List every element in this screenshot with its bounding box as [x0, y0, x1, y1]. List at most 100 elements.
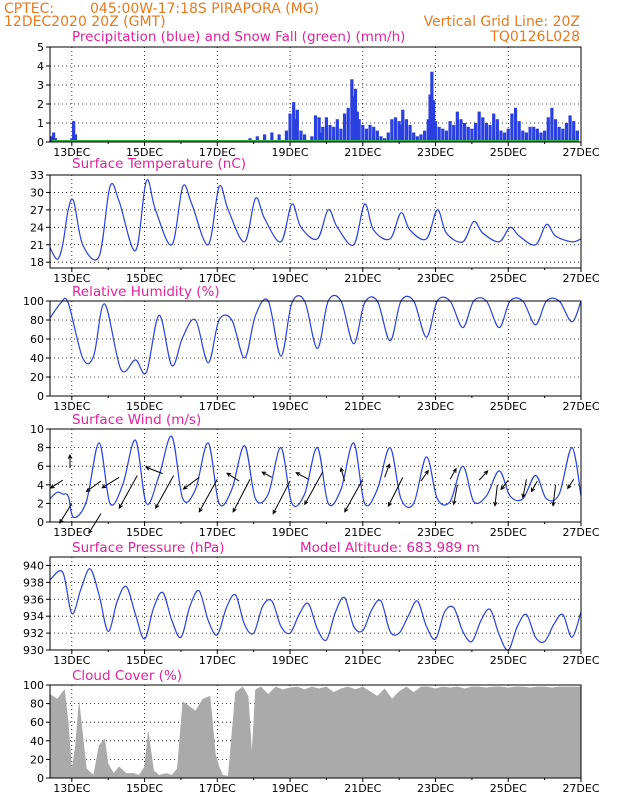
pres-panel: 930 932 934 936 938 940 13DEC 15DEC 17DEC 19DEC 21… [23, 556, 600, 667]
wind-arrow [102, 476, 120, 489]
temp-panel: 18 21 24 27 30 33 13DEC 15DEC 17DEC 19DEC 21DEC 23D… [30, 169, 600, 285]
wind-ytick-label: 4 [37, 479, 44, 492]
rh-xtick-label: 13DEC [53, 400, 90, 413]
precip-title: Precipitation (blue) and Snow Fall (gree… [72, 29, 405, 45]
precip-bar [50, 136, 54, 142]
header-vertical-grid: Vertical Grid Line: 20Z [424, 14, 580, 30]
pres-ytick-label: 938 [23, 576, 44, 589]
temp-xtick-label: 19DEC [271, 272, 308, 285]
precip-bar [463, 123, 467, 142]
precip-bar [437, 126, 441, 142]
rh-xtick-label: 27DEC [562, 400, 599, 413]
precip-bar [484, 123, 489, 142]
precip-bar [372, 126, 376, 142]
wind-arrow [183, 476, 200, 490]
wind-arrow [522, 479, 527, 498]
precip-bar [408, 124, 412, 142]
precip-bar [419, 134, 423, 142]
precip-bar [466, 126, 470, 142]
wind-xtick-label: 15DEC [126, 526, 163, 539]
wind-arrow-head [387, 501, 392, 508]
wind-arrow [232, 478, 251, 512]
precip-bar [328, 124, 332, 142]
temp-ytick-label: 30 [30, 186, 44, 199]
precip-ytick-label: 3 [37, 79, 44, 92]
precip-bar [415, 136, 419, 142]
wind-arrow-head [198, 507, 203, 513]
cloud-ytick-label: 0 [37, 772, 44, 785]
precip-bar [513, 107, 518, 142]
rh-panel: 0 20 40 60 80 100 13DEC 15DEC 17DEC 19DEC 21DEC 23D… [23, 294, 600, 413]
precip-bar [350, 79, 354, 142]
precip-bar [448, 121, 452, 142]
precip-bar [564, 123, 569, 142]
temp-xtick-label: 27DEC [562, 272, 599, 285]
wind-arrow [500, 479, 509, 490]
precip-bar [255, 136, 259, 142]
pres-title: Surface Pressure (hPa) [72, 540, 225, 556]
wind-arrow [86, 480, 102, 492]
precip-bar [521, 130, 525, 142]
wind-arrow-head [295, 472, 301, 477]
precip-bar [492, 113, 496, 142]
precip-bar [321, 126, 325, 142]
temp-xtick-label: 13DEC [53, 272, 90, 285]
precip-bar [470, 128, 474, 142]
wind-arrow [449, 468, 457, 480]
cloud-xtick-label: 21DEC [344, 782, 381, 795]
precip-bar [561, 128, 565, 142]
precip-bar [262, 134, 267, 142]
precip-bar [441, 128, 445, 142]
pres-xtick-label: 15DEC [126, 654, 163, 667]
precip-bar [524, 132, 529, 142]
precip-bar [313, 115, 318, 142]
precip-bar [361, 124, 365, 142]
precip-bar [539, 132, 543, 142]
wind-arrow-head [101, 484, 107, 489]
wind-xtick-label: 13DEC [53, 526, 90, 539]
pres-xtick-label: 21DEC [344, 654, 381, 667]
precip-xtick-label: 19DEC [271, 146, 308, 159]
precip-bar [557, 126, 561, 142]
precip-bar [488, 124, 492, 142]
precip-bar [364, 128, 369, 142]
pres-ytick-label: 930 [23, 644, 44, 657]
wind-arrow [226, 472, 240, 482]
precip-bar [495, 119, 499, 142]
wind-series-line [49, 435, 582, 519]
precip-bar [428, 94, 432, 142]
precip-bar [390, 119, 394, 142]
wind-title: Surface Wind (m/s) [72, 412, 201, 428]
wind-ytick-label: 2 [37, 497, 44, 510]
wind-ytick-label: 10 [30, 423, 44, 436]
wind-arrow-head [452, 500, 457, 506]
precip-bar [444, 130, 449, 142]
rh-xtick-label: 21DEC [344, 400, 381, 413]
precip-bar [510, 113, 514, 142]
wind-arrow-head [144, 466, 150, 471]
wind-arrow [344, 478, 364, 513]
wind-arrow-head [232, 507, 237, 513]
temp-xtick-label: 15DEC [126, 272, 163, 285]
cloud-frame [49, 684, 582, 779]
precip-ytick-label: 2 [37, 98, 44, 111]
precip-bar [430, 71, 434, 142]
wind-xtick-label: 21DEC [344, 526, 381, 539]
wind-arrow [387, 477, 404, 507]
precip-bar [401, 109, 405, 142]
temp-xtick-label: 17DEC [199, 272, 236, 285]
precip-bar [506, 128, 510, 142]
wind-xtick-label: 23DEC [417, 526, 454, 539]
wind-arrow-head [500, 485, 505, 491]
rh-ytick-label: 80 [30, 314, 44, 327]
precip-bar [477, 111, 481, 142]
precip-bar [404, 119, 409, 142]
precip-bar [550, 107, 554, 142]
precip-bar [499, 130, 503, 142]
pres-xtick-label: 27DEC [562, 654, 599, 667]
temp-xtick-label: 21DEC [344, 272, 381, 285]
precip-bar [346, 107, 350, 142]
pres-xtick-label: 25DEC [490, 654, 527, 667]
precip-bar [426, 119, 430, 142]
rh-ytick-label: 20 [30, 371, 44, 384]
